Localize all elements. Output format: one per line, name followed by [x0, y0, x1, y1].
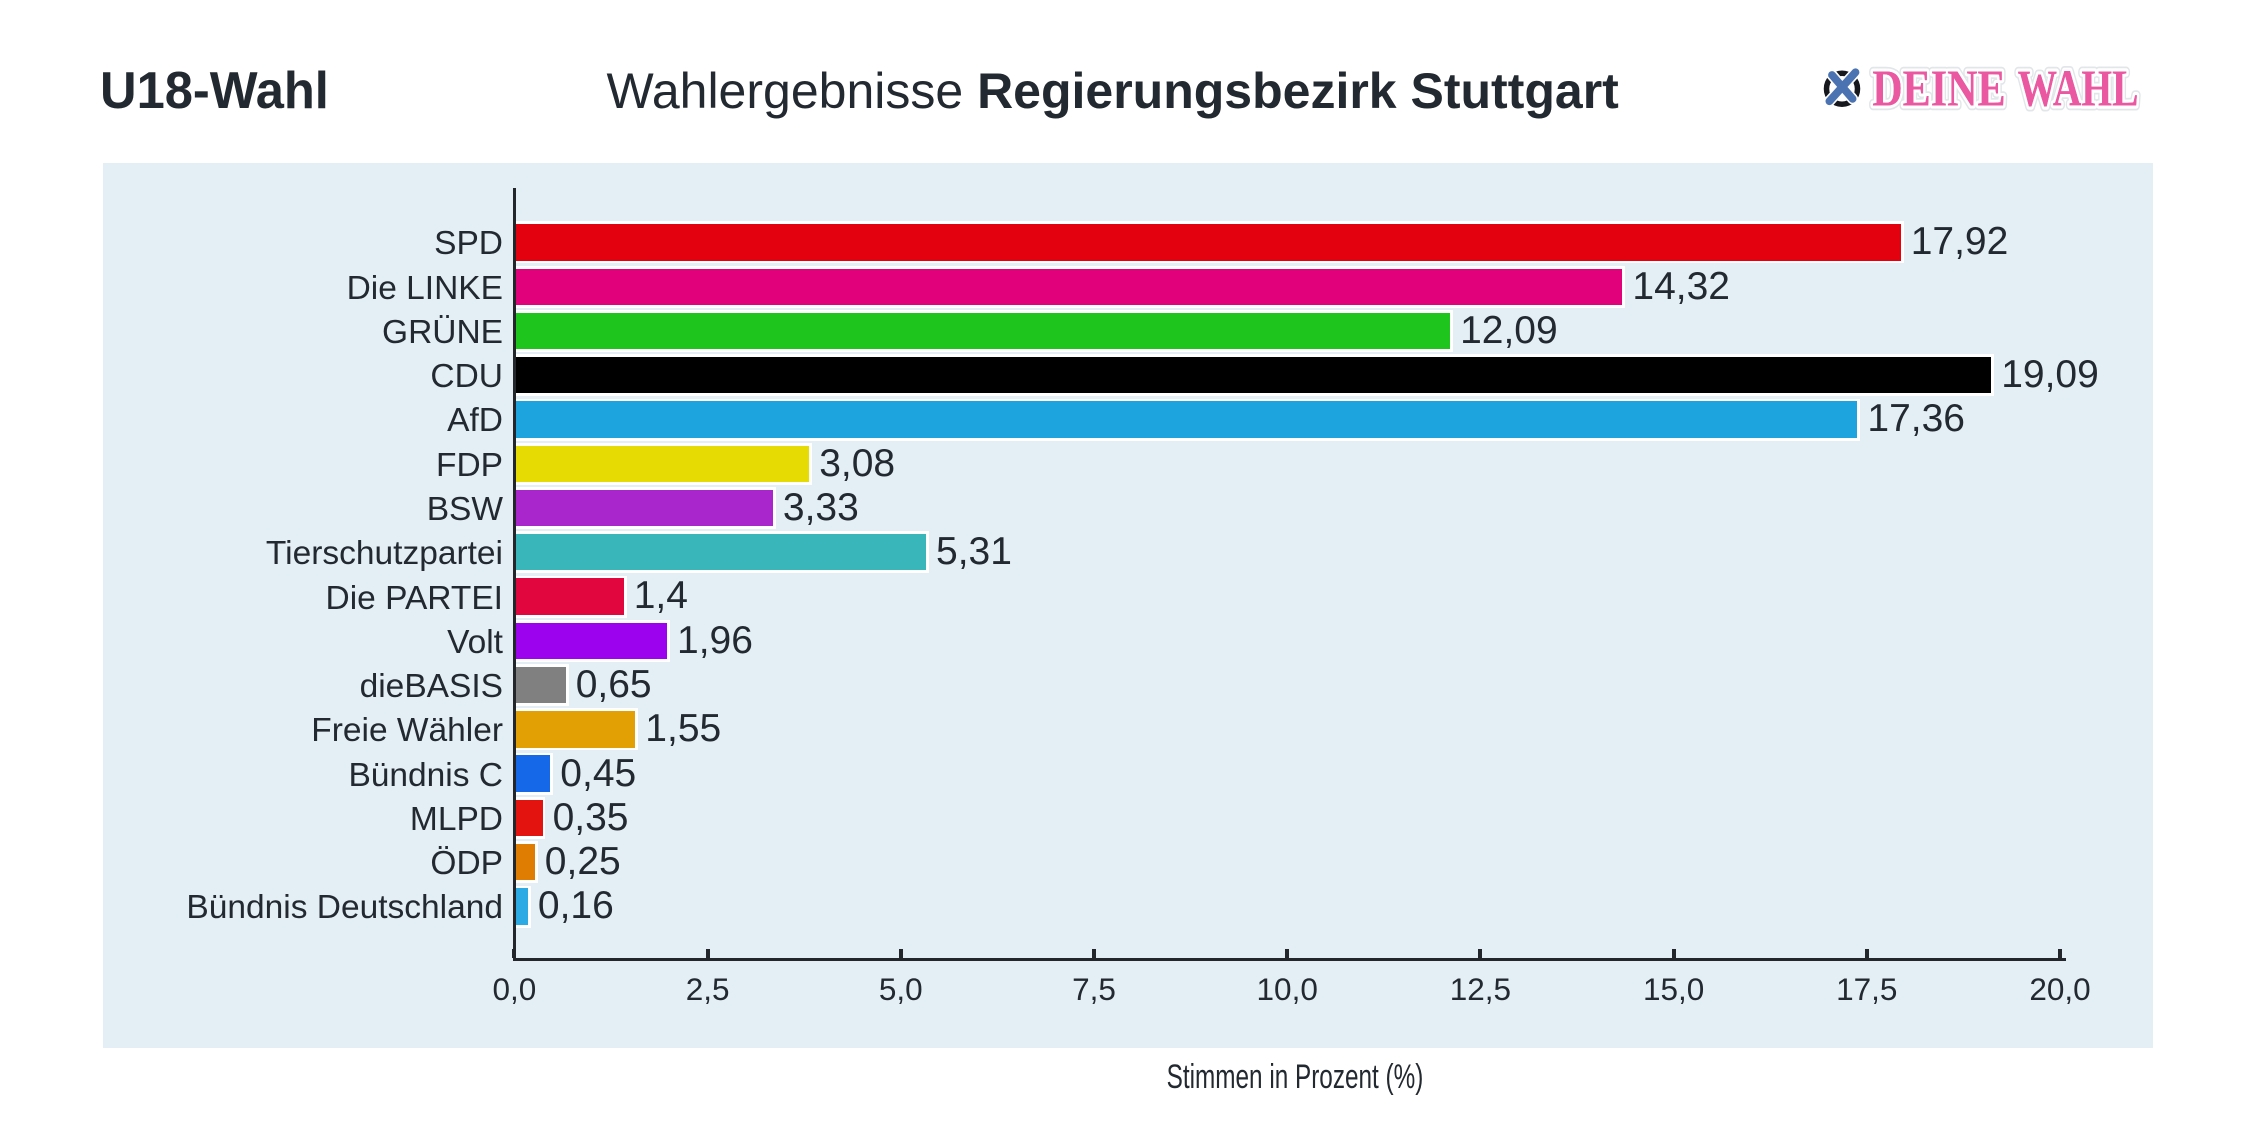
svg-text:WAHL: WAHL — [2018, 59, 2139, 116]
svg-text:DEINE: DEINE — [1872, 61, 2005, 118]
svg-text:DEINE: DEINE — [1872, 61, 2005, 118]
svg-text:DEINE: DEINE — [1872, 61, 2005, 118]
svg-text:WAHL: WAHL — [2018, 59, 2139, 116]
svg-text:WAHL: WAHL — [2018, 59, 2139, 116]
